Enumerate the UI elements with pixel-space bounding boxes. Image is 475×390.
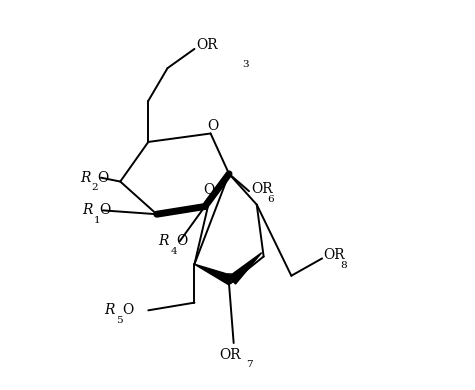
Text: O: O — [207, 119, 218, 133]
Text: 1: 1 — [93, 216, 100, 225]
Text: OR: OR — [219, 347, 241, 362]
Polygon shape — [228, 253, 262, 284]
Text: 4: 4 — [170, 246, 177, 255]
Text: 8: 8 — [340, 261, 346, 270]
Text: OR: OR — [251, 182, 273, 196]
Text: O: O — [122, 303, 133, 317]
Text: 3: 3 — [243, 60, 249, 69]
Text: O: O — [99, 203, 111, 217]
Text: R: R — [80, 171, 90, 185]
Text: 5: 5 — [115, 316, 122, 325]
Text: 6: 6 — [267, 195, 274, 204]
Text: OR: OR — [323, 248, 345, 262]
Text: 2: 2 — [91, 183, 98, 192]
Text: 7: 7 — [247, 360, 253, 369]
Text: O: O — [97, 171, 109, 185]
Text: R: R — [159, 234, 169, 248]
Polygon shape — [194, 264, 233, 285]
Text: R: R — [82, 203, 92, 217]
Text: O: O — [176, 234, 188, 248]
Text: OR: OR — [196, 38, 218, 52]
Text: O: O — [223, 273, 235, 287]
Text: O: O — [203, 183, 214, 197]
Text: R: R — [104, 303, 114, 317]
